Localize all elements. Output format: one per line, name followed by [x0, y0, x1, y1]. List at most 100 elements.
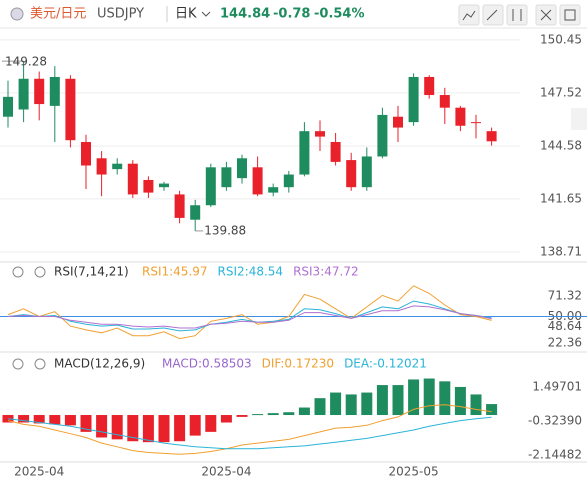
- candle-body: [190, 205, 201, 220]
- macd-bar: [18, 415, 30, 423]
- candle-body: [143, 179, 154, 193]
- macd-bar: [236, 415, 248, 417]
- macd-bar: [158, 415, 170, 443]
- macd-bar: [127, 415, 139, 442]
- tool-button[interactable]: [506, 4, 528, 26]
- legend-entry: RSI1:45.97: [142, 265, 208, 279]
- candle-body: [221, 167, 232, 188]
- eye-icon[interactable]: [12, 266, 24, 278]
- macd-bar: [486, 404, 498, 416]
- tool-button[interactable]: [559, 4, 581, 26]
- macd-bar: [2, 415, 14, 423]
- candle-body: [18, 78, 29, 110]
- macd-bar: [142, 415, 154, 443]
- candle-body: [408, 76, 419, 123]
- candle-body: [283, 174, 294, 188]
- side-button[interactable]: [571, 108, 587, 130]
- y-tick-label: 1.49701: [532, 380, 582, 394]
- macd-bar: [220, 415, 232, 423]
- min-annotation: 139.88: [204, 223, 246, 237]
- candle-body: [299, 131, 310, 175]
- candle-body: [393, 116, 403, 128]
- candle-body: [237, 158, 247, 179]
- period[interactable]: 日K: [175, 7, 197, 22]
- candle-body: [49, 76, 60, 106]
- pair-name: 美元/日元: [30, 7, 86, 22]
- rsi-line: [7, 285, 492, 340]
- legend-entry: DIF:0.17230: [262, 357, 334, 371]
- macd-bar: [298, 407, 310, 416]
- rsi-title: RSI(7,14,21): [54, 265, 129, 279]
- candle-body: [174, 194, 185, 218]
- price: 144.84: [220, 7, 270, 22]
- y-tick-label: 141.65: [540, 191, 582, 205]
- candle-body: [315, 131, 325, 137]
- y-tick-label: -0.32390: [528, 414, 582, 428]
- candle-body: [96, 158, 107, 175]
- candle-body: [330, 142, 341, 162]
- candle-body: [361, 156, 372, 188]
- macd-bar: [267, 413, 279, 416]
- macd-bar: [283, 412, 295, 416]
- candle-body: [127, 163, 138, 195]
- macd-bar: [439, 381, 451, 416]
- tool-icon: [462, 10, 476, 21]
- macd-line: [7, 416, 492, 450]
- tool-icon: [564, 9, 576, 21]
- macd-bar: [80, 415, 92, 432]
- candle-body: [205, 167, 216, 206]
- legend-entry: RSI3:47.72: [293, 265, 359, 279]
- y-tick-label: 48.64: [548, 319, 582, 333]
- y-tick-label: 138.71: [540, 245, 582, 259]
- tool-button[interactable]: [482, 4, 504, 26]
- candle-body: [65, 78, 76, 141]
- y-tick-label: 147.52: [540, 85, 582, 99]
- macd-bar: [49, 415, 61, 425]
- flag-icon: [10, 7, 24, 21]
- macd-bar: [64, 415, 76, 426]
- dropdown-icon[interactable]: [201, 11, 211, 17]
- candle-body: [471, 122, 481, 124]
- candle-body: [377, 114, 388, 157]
- symbol: USDJPY: [97, 7, 144, 22]
- y-tick-label: 22.36: [548, 336, 582, 350]
- legend-entry: RSI2:48.54: [218, 265, 284, 279]
- change-pct: -0.54%: [314, 7, 365, 22]
- toolbar-icons: [462, 9, 576, 21]
- macd-bar: [330, 392, 342, 416]
- macd-bar: [205, 415, 217, 432]
- eye-icon[interactable]: [12, 358, 24, 370]
- candle-body: [424, 76, 435, 96]
- macd-bar: [392, 385, 404, 416]
- macd-line: [7, 404, 492, 455]
- macd-bar: [423, 378, 435, 416]
- y-tick-label: -2.14482: [528, 448, 582, 462]
- tool-icon: [512, 9, 522, 21]
- macd-bar: [314, 398, 326, 416]
- gear-icon[interactable]: [34, 266, 46, 278]
- macd-bar: [470, 394, 482, 416]
- macd-bar: [96, 415, 108, 438]
- candle-body: [81, 142, 91, 166]
- toolbar: [458, 4, 581, 26]
- tool-icon: [540, 9, 552, 21]
- candle-body: [455, 107, 466, 126]
- candle-body: [34, 78, 45, 105]
- candle-body: [159, 183, 169, 188]
- macd-title: MACD(12,26,9): [54, 357, 145, 371]
- x-tick-label: 2025-04: [14, 465, 64, 479]
- legend-entry: DEA:-0.12021: [344, 357, 427, 371]
- macd-bar: [408, 379, 420, 416]
- change: -0.78: [273, 7, 310, 22]
- candle-body: [439, 95, 450, 108]
- x-tick-label: 2025-04: [201, 465, 251, 479]
- y-tick-label: 144.58: [540, 138, 582, 152]
- rsi-line: [7, 305, 492, 329]
- gear-icon[interactable]: [34, 358, 46, 370]
- macd-bar: [33, 415, 45, 424]
- macd-bar: [376, 385, 388, 416]
- candle-body: [252, 167, 263, 195]
- y-tick-label: 71.32: [548, 289, 582, 303]
- macd-bar: [111, 415, 123, 440]
- macd-bar: [454, 386, 466, 416]
